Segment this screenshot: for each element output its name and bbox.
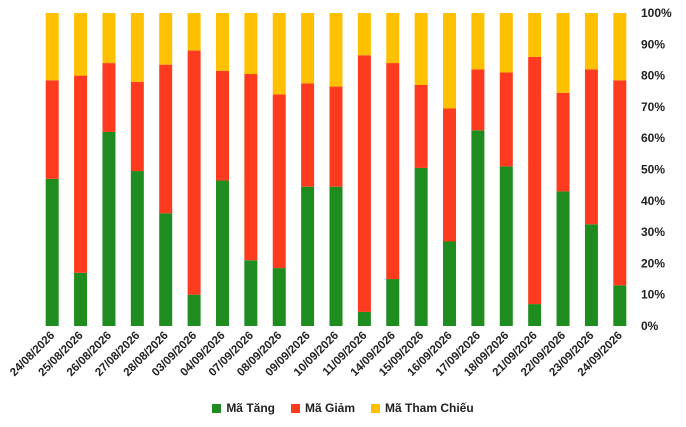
bar-segment-ma-tang-12 xyxy=(357,311,371,326)
bar-segment-ma-tang-21 xyxy=(613,285,627,326)
bar-segment-ma-tang-17 xyxy=(499,166,513,326)
bar-segment-ma-tham-chieu-8 xyxy=(244,13,258,75)
y-tick-label: 50% xyxy=(641,163,665,177)
bar-segment-ma-giam-14 xyxy=(414,84,428,168)
bar-segment-ma-tang-7 xyxy=(215,180,229,326)
bar-segment-ma-giam-4 xyxy=(130,81,144,172)
bar-segment-ma-giam-19 xyxy=(556,92,570,192)
bar-segment-ma-tang-13 xyxy=(386,279,400,326)
bar-segment-ma-giam-8 xyxy=(244,74,258,261)
bar-segment-ma-tham-chieu-14 xyxy=(414,13,428,85)
bar-segment-ma-giam-3 xyxy=(102,63,116,132)
y-tick-label: 40% xyxy=(641,194,665,208)
bar-segment-ma-giam-21 xyxy=(613,80,627,286)
y-tick-label: 30% xyxy=(641,225,665,239)
bar-segment-ma-giam-15 xyxy=(443,108,457,242)
bar-segment-ma-giam-10 xyxy=(301,83,315,187)
bar-segment-ma-giam-17 xyxy=(499,72,513,167)
bar-segment-ma-giam-6 xyxy=(187,50,201,295)
bar-segment-ma-tham-chieu-15 xyxy=(443,13,457,109)
legend-label-ma-tham-chieu: Mã Tham Chiếu xyxy=(385,401,474,415)
y-tick-label: 60% xyxy=(641,131,665,145)
chart-legend: Mã Tăng Mã Giảm Mã Tham Chiếu xyxy=(0,401,686,415)
bar-segment-ma-giam-7 xyxy=(215,70,229,181)
bar-segment-ma-tham-chieu-7 xyxy=(215,13,229,71)
bar-segment-ma-tang-3 xyxy=(102,131,116,326)
bar-segment-ma-tang-19 xyxy=(556,191,570,326)
bar-segment-ma-tang-9 xyxy=(272,268,286,326)
bar-segment-ma-tang-5 xyxy=(159,213,173,326)
y-tick-label: 10% xyxy=(641,288,665,302)
legend-swatch-ma-giam xyxy=(290,403,300,413)
bar-segment-ma-tang-14 xyxy=(414,167,428,326)
y-tick-label: 90% xyxy=(641,37,665,51)
bar-segment-ma-giam-16 xyxy=(471,69,485,131)
bar-segment-ma-tham-chieu-4 xyxy=(130,13,144,82)
bar-segment-ma-giam-11 xyxy=(329,86,343,187)
bar-segment-ma-tham-chieu-2 xyxy=(74,13,88,76)
bar-segment-ma-giam-18 xyxy=(528,56,542,305)
bar-segment-ma-tham-chieu-10 xyxy=(301,13,315,84)
legend-swatch-ma-tham-chieu xyxy=(371,403,380,413)
y-tick-label: 70% xyxy=(641,100,665,114)
bar-segment-ma-tang-4 xyxy=(130,171,144,326)
bar-segment-ma-giam-5 xyxy=(159,64,173,214)
bar-segment-ma-giam-2 xyxy=(74,75,88,273)
legend-item-ma-tang: Mã Tăng xyxy=(212,401,275,415)
bar-segment-ma-tham-chieu-12 xyxy=(357,13,371,56)
bar-segment-ma-tham-chieu-5 xyxy=(159,13,173,65)
bar-segment-ma-tang-20 xyxy=(584,224,598,326)
bar-segment-ma-tham-chieu-13 xyxy=(386,13,400,64)
bar-segment-ma-giam-12 xyxy=(357,55,371,312)
bar-segment-ma-giam-13 xyxy=(386,63,400,280)
bar-segment-ma-tham-chieu-18 xyxy=(528,13,542,57)
bar-segment-ma-tang-10 xyxy=(301,186,315,326)
bar-segment-ma-giam-9 xyxy=(272,94,286,269)
bar-segment-ma-tham-chieu-9 xyxy=(272,13,286,95)
bar-segment-ma-tham-chieu-11 xyxy=(329,13,343,87)
bar-segment-ma-tham-chieu-1 xyxy=(45,13,59,81)
bar-segment-ma-tang-6 xyxy=(187,294,201,326)
bar-segment-ma-tang-11 xyxy=(329,186,343,326)
bar-segment-ma-tang-16 xyxy=(471,130,485,327)
y-tick-label: 0% xyxy=(641,319,659,333)
bar-segment-ma-giam-1 xyxy=(45,80,59,179)
bar-segment-ma-giam-20 xyxy=(584,69,598,225)
legend-label-ma-giam: Mã Giảm xyxy=(304,401,355,415)
legend-swatch-ma-tang xyxy=(212,403,222,413)
legend-item-ma-giam: Mã Giảm xyxy=(290,401,355,415)
bar-segment-ma-tham-chieu-17 xyxy=(499,13,513,73)
y-tick-label: 100% xyxy=(641,6,672,20)
bar-segment-ma-tang-18 xyxy=(528,304,542,326)
bar-segment-ma-tham-chieu-19 xyxy=(556,13,570,93)
legend-label-ma-tang: Mã Tăng xyxy=(226,401,275,415)
bar-segment-ma-tham-chieu-16 xyxy=(471,13,485,70)
legend-item-ma-tham-chieu: Mã Tham Chiếu xyxy=(371,401,474,415)
y-tick-label: 20% xyxy=(641,256,665,270)
bar-segment-ma-tang-2 xyxy=(74,272,88,326)
bar-segment-ma-tham-chieu-20 xyxy=(584,13,598,70)
bar-segment-ma-tham-chieu-6 xyxy=(187,13,201,51)
bar-segment-ma-tham-chieu-3 xyxy=(102,13,116,64)
bar-segment-ma-tang-1 xyxy=(45,178,59,326)
y-tick-label: 80% xyxy=(641,69,665,83)
bar-segment-ma-tang-8 xyxy=(244,260,258,326)
bar-segment-ma-tham-chieu-21 xyxy=(613,13,627,81)
bar-segment-ma-tang-15 xyxy=(443,241,457,326)
